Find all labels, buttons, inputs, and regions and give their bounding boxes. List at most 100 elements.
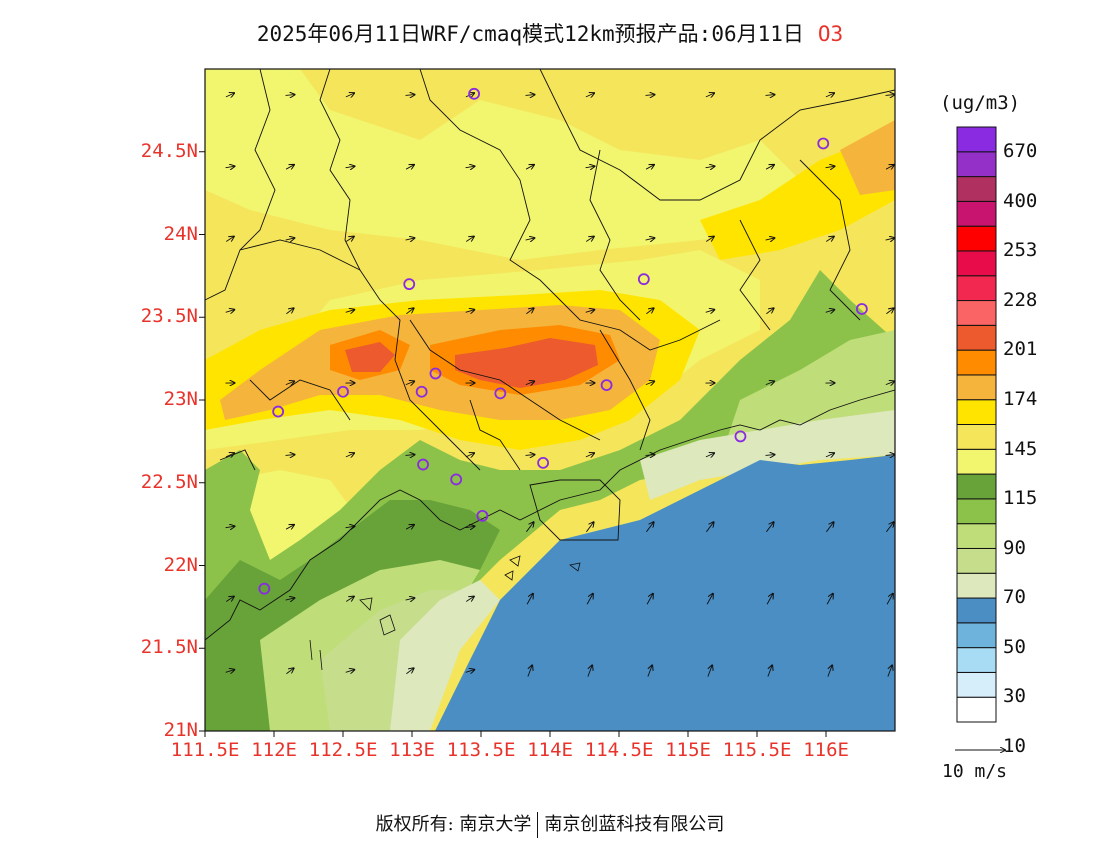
station-marker: [337, 385, 349, 398]
wind-arrow: [285, 525, 294, 529]
station-marker: [637, 273, 650, 286]
wind-arrow: [465, 166, 475, 167]
footer-right: 南京创蓝科技有限公司: [544, 814, 725, 835]
colorbar-bin: [956, 275, 997, 302]
wind-arrow: [225, 166, 235, 167]
station-marker: [415, 385, 428, 398]
wind-arrow: [646, 308, 653, 315]
wind-arrow: [405, 598, 415, 600]
wind-arrow: [345, 237, 354, 242]
wind-arrow: [886, 308, 893, 315]
wind-arrow: [646, 522, 653, 533]
wind-arrow: [345, 526, 355, 527]
station-marker: [450, 473, 463, 486]
footer-separator: [537, 812, 539, 838]
lat-label: 23.5N: [140, 305, 198, 328]
lon-label: 114E: [527, 739, 573, 761]
wind-arrow: [285, 238, 295, 240]
wind-arrow: [767, 665, 772, 677]
wind-arrow: [585, 166, 595, 167]
wind-arrow: [826, 594, 833, 605]
wind-arrow: [705, 310, 715, 313]
wind-arrow: [886, 522, 893, 533]
colorbar-label: 30: [1003, 685, 1026, 708]
colorbar-bin: [956, 250, 997, 277]
colorbar-bin: [956, 523, 997, 549]
axis-ticks: [199, 151, 827, 737]
colorbar-bin: [956, 696, 997, 723]
title-text: 2025年06月11日WRF/cmaq模式12km预报产品:06月11日: [256, 22, 804, 46]
wind-arrow: [585, 237, 594, 242]
station-marker: [429, 367, 442, 380]
wind-arrow: [225, 453, 234, 457]
wind-arrow: [225, 93, 234, 97]
station-marker: [417, 458, 429, 471]
wind-arrow: [225, 597, 234, 602]
wind-arrow: [465, 526, 475, 527]
wind-arrow: [285, 455, 295, 456]
wind-arrow: [225, 670, 235, 673]
lon-label: 113E: [389, 739, 435, 761]
wind-arrow: [525, 381, 534, 384]
colorbar-bin: [956, 225, 997, 252]
colorbar-label: 115: [1003, 487, 1038, 510]
colorbar-label: 10: [1003, 735, 1026, 757]
lat-label: 22N: [163, 553, 198, 576]
wind-arrow: [465, 597, 474, 602]
wind-arrow: [465, 670, 475, 673]
wind-arrow: [706, 522, 713, 533]
wind-arrow: [887, 665, 892, 677]
lat-label: 22.5N: [140, 470, 198, 493]
wind-arrow: [826, 522, 833, 533]
wind-arrow: [345, 166, 355, 167]
concentration-field: [205, 69, 895, 731]
colorbar-bin: [956, 622, 997, 649]
wind-arrow: [465, 237, 474, 242]
wind-arrow: [586, 522, 593, 533]
colorbar-bin: [956, 473, 997, 500]
wind-arrow: [225, 237, 234, 242]
colorbar-label: 670: [1003, 140, 1038, 162]
station-marker: [734, 430, 747, 443]
colorbar-bin: [956, 498, 997, 525]
wind-arrow: [825, 453, 834, 457]
lat-label: 24N: [163, 222, 198, 245]
colorbar-bin: [956, 324, 997, 351]
station-marker: [600, 379, 613, 392]
wind-arrow: [766, 522, 773, 533]
colorbar-label: 228: [1003, 288, 1038, 311]
station-marker: [403, 278, 416, 291]
colorbar-label: 70: [1003, 586, 1026, 609]
station-marker: [258, 582, 271, 595]
wind-arrow: [645, 455, 655, 456]
wind-arrow: [285, 381, 294, 384]
colorbar-label: 174: [1003, 387, 1038, 410]
wind-arrow: [885, 165, 894, 169]
wind-arrow: [405, 455, 415, 456]
wind-arrow: [885, 238, 895, 240]
colorbar-label: 400: [1003, 189, 1038, 212]
colorbar-bin: [956, 151, 997, 178]
colorbar-bin: [956, 424, 997, 450]
wind-arrow: [705, 93, 714, 97]
wind-arrow: [886, 594, 893, 605]
colorbar-bin: [956, 200, 997, 227]
lon-label: 113.5E: [446, 739, 516, 761]
colorbar-label: 253: [1003, 239, 1038, 262]
station-marker: [476, 509, 489, 522]
wind-arrow: [645, 165, 654, 169]
wind-arrow: [585, 310, 595, 313]
wind-arrow: [885, 455, 895, 456]
wind-arrow: [406, 668, 413, 675]
wind-arrow: [527, 665, 532, 677]
lon-label: 112.5E: [308, 739, 378, 761]
admin-boundaries: [205, 69, 895, 641]
wind-arrow: [766, 594, 773, 605]
wind-arrow: [405, 381, 414, 384]
colorbar-bin: [956, 671, 997, 698]
station-marker: [817, 137, 830, 150]
wind-arrow: [526, 522, 533, 533]
wind-arrow: [825, 93, 834, 97]
wind-arrow: [765, 455, 775, 456]
